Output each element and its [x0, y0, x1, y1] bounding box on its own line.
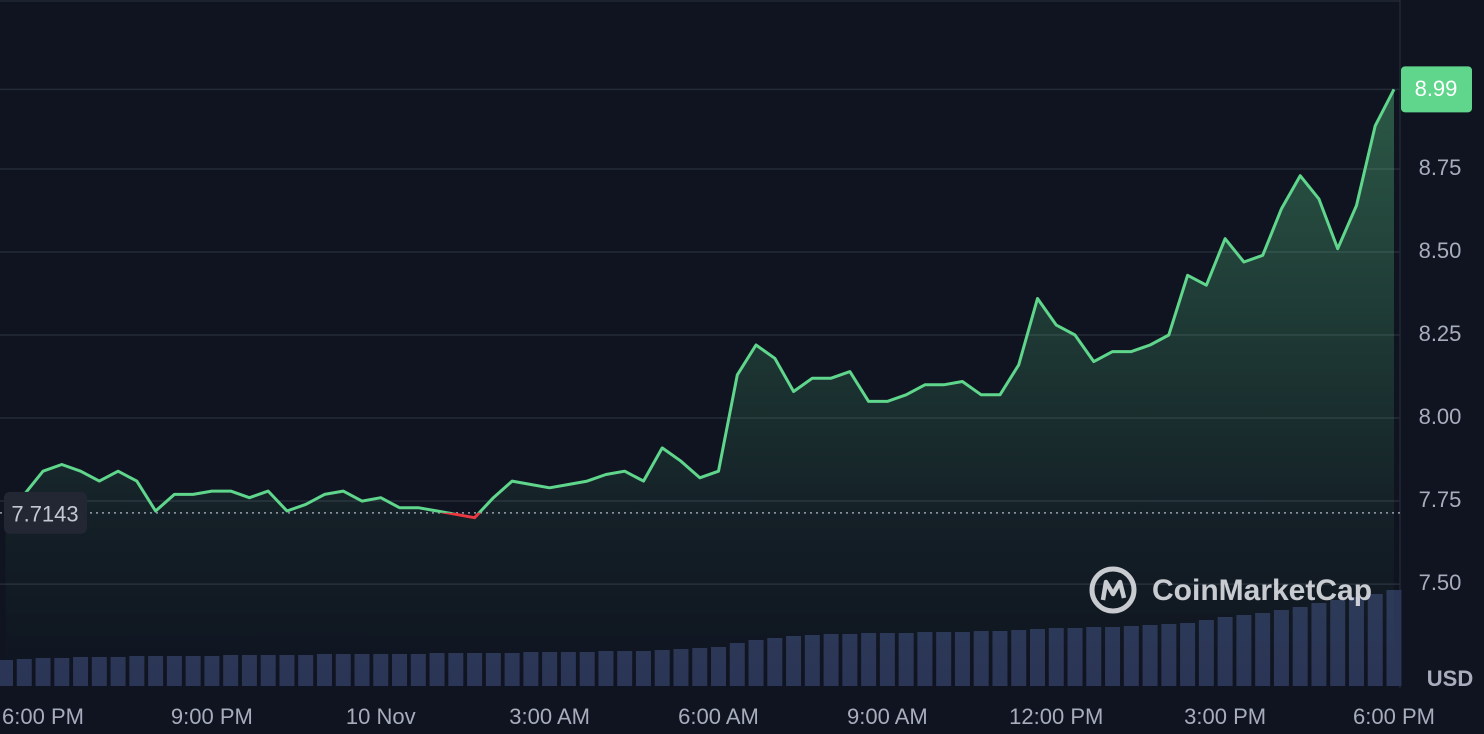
currency-label: USD: [1427, 666, 1473, 691]
x-tick-label: 6:00 PM: [1353, 704, 1435, 729]
y-tick-label: 7.75: [1419, 487, 1462, 512]
x-tick-label: 12:00 PM: [1009, 704, 1103, 729]
watermark: CoinMarketCap: [1089, 566, 1372, 614]
y-tick-label: 8.75: [1419, 155, 1462, 180]
current-price-badge: [1401, 66, 1472, 113]
y-tick-label: 8.00: [1419, 404, 1462, 429]
price-line: [7, 88, 1396, 513]
y-tick-label: 7.50: [1419, 570, 1462, 595]
watermark-logo: [1089, 566, 1137, 614]
y-tick-label: 8.25: [1419, 321, 1462, 346]
x-tick-label: 3:00 AM: [509, 704, 590, 729]
x-tick-label: 9:00 AM: [847, 704, 928, 729]
x-tick-label: 9:00 PM: [171, 704, 253, 729]
y-tick-label: 8.50: [1419, 238, 1462, 263]
current-price-label: 8.99: [1415, 76, 1458, 101]
price-area: [5, 89, 1394, 687]
watermark-text: CoinMarketCap: [1152, 574, 1372, 607]
reference-badge: [4, 491, 87, 534]
x-tick-label: 10 Nov: [346, 704, 416, 729]
x-tick-label: 6:00 PM: [2, 704, 84, 729]
watermark-logo-mark: [1100, 579, 1127, 601]
plot: [0, 88, 1400, 687]
labels: 7.50 7.75 8.00 8.25 8.50 8.75 6:00 PM 9:00 PM 10…: [2, 66, 1472, 729]
x-tick-label: 6:00 AM: [678, 704, 759, 729]
reference-label: 7.7143: [11, 502, 78, 527]
x-tick-label: 3:00 PM: [1184, 704, 1266, 729]
